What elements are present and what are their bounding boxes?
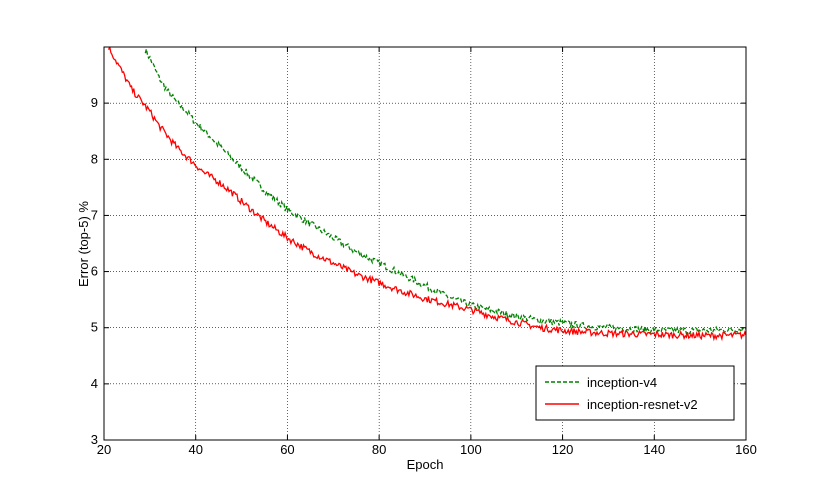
y-tick-label: 4 [91, 376, 98, 391]
y-tick-label: 5 [91, 320, 98, 335]
y-tick-label: 6 [91, 264, 98, 279]
x-tick-label: 80 [372, 442, 386, 457]
x-tick-label: 120 [552, 442, 574, 457]
x-tick-label: 60 [280, 442, 294, 457]
y-tick-label: 3 [91, 432, 98, 447]
y-tick-label: 7 [91, 207, 98, 222]
x-tick-label: 20 [97, 442, 111, 457]
ticks: 20 40 60 80 100 120 140 160 3 4 5 6 7 8 9 [91, 47, 757, 457]
legend-label-inception-resnet-v2: inception-resnet-v2 [587, 397, 698, 412]
y-axis-label: Error (top-5) % [76, 201, 91, 287]
legend-label-inception-v4: inception-v4 [587, 375, 657, 390]
plot-frame [103, 46, 747, 441]
y-tick-label: 8 [91, 151, 98, 166]
x-axis-label: Epoch [407, 457, 444, 472]
legend-box [535, 365, 735, 421]
x-tick-label: 140 [643, 442, 665, 457]
x-tick-label: 100 [460, 442, 482, 457]
series-layer [107, 47, 746, 342]
x-tick-label: 40 [188, 442, 202, 457]
y-tick-label: 9 [91, 95, 98, 110]
series-line-inception-resnet-v2 [107, 47, 746, 342]
legend: inception-v4 inception-resnet-v2 [535, 365, 735, 421]
series-line-inception-v4 [144, 48, 746, 336]
x-tick-label: 160 [735, 442, 757, 457]
